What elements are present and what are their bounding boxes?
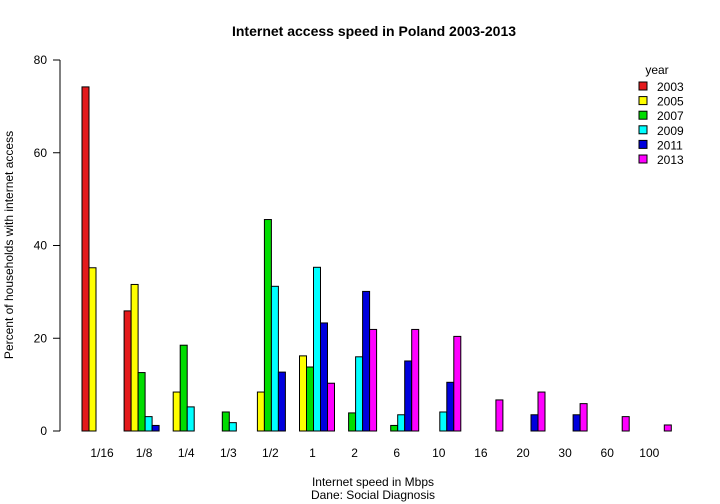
y-axis-label: Percent of households with internet acce… — [2, 131, 16, 359]
bar-2013-30 — [579, 403, 588, 432]
x-tick-label: 1 — [309, 446, 316, 460]
x-tick-label: 1/2 — [262, 446, 279, 460]
legend-label-2013: 2013 — [657, 153, 684, 167]
bar-2007-6 — [390, 424, 399, 432]
x-tick-label: 1/4 — [178, 446, 195, 460]
bar-2009-1-4 — [186, 406, 195, 432]
legend-label-2007: 2007 — [657, 109, 684, 123]
bar-2009-2 — [355, 356, 364, 432]
legend-swatch-2007 — [638, 110, 648, 120]
x-tick-labels: 1/16 1/8 1/4 1/3 1/2 1 2 6 10 16 20 30 60 100 — [90, 446, 659, 460]
legend-swatch-2009 — [638, 125, 648, 135]
bar-2011-1-8 — [151, 424, 160, 432]
bar-2011-20 — [530, 414, 539, 432]
y-tick-label: 0 — [40, 424, 47, 438]
x-tick-label: 60 — [601, 446, 615, 460]
x-tick-label: 2 — [351, 446, 358, 460]
bar-2009-1-3 — [228, 422, 237, 432]
bar-2011-10 — [446, 381, 455, 432]
y-tick-label: 40 — [34, 239, 48, 253]
bar-2013-1 — [327, 382, 335, 432]
bar-2003-1-8 — [123, 310, 132, 432]
bar-2013-2 — [369, 328, 378, 432]
chart-title: Internet access speed in Poland 2003-201… — [232, 23, 516, 39]
bar-2005-1 — [299, 355, 307, 432]
x-tick-label: 1/3 — [220, 446, 237, 460]
y-tick-label: 20 — [34, 331, 48, 345]
y-tick-label: 60 — [34, 146, 48, 160]
x-tick-label: 10 — [432, 446, 446, 460]
bar-2009-1 — [313, 266, 321, 432]
legend-swatch-2011 — [638, 139, 648, 149]
bar-2005-1-16 — [88, 267, 97, 432]
bar-2011-1 — [320, 322, 328, 432]
legend-label-2005: 2005 — [657, 95, 684, 109]
bar-2013-100 — [663, 424, 672, 432]
bar-2009-1-2 — [270, 285, 279, 432]
bar-2005-1-2 — [256, 391, 265, 432]
x-axis-label: Internet speed in Mbps — [312, 475, 434, 489]
legend-swatch-2013 — [638, 154, 648, 164]
bar-2007-1-4 — [179, 344, 188, 432]
legend-label-2003: 2003 — [657, 80, 684, 94]
bar-2013-60 — [621, 416, 630, 432]
bar-2011-1-2 — [277, 371, 286, 432]
legend-swatch-2005 — [638, 96, 648, 106]
x-tick-label: 100 — [639, 446, 659, 460]
x-tick-label: 6 — [393, 446, 400, 460]
bar-2011-6 — [404, 360, 413, 432]
bar-2009-1-8 — [144, 416, 153, 432]
bar-2013-10 — [453, 335, 462, 432]
x-tick-label: 30 — [558, 446, 572, 460]
bar-2003-1-16 — [81, 86, 90, 432]
bar-2007-1-8 — [137, 372, 146, 432]
bar-2011-2 — [362, 290, 371, 432]
bar-2013-6 — [411, 328, 420, 432]
bar-2007-1-2 — [263, 219, 272, 432]
x-tick-label: 1/8 — [136, 446, 153, 460]
bar-2009-6 — [397, 414, 406, 432]
bar-2007-1-3 — [221, 411, 230, 432]
chart-caption: Dane: Social Diagnosis — [311, 488, 435, 502]
bar-2005-1-8 — [130, 283, 139, 432]
bar-2013-16 — [495, 399, 504, 432]
x-tick-label: 20 — [516, 446, 530, 460]
legend-label-2009: 2009 — [657, 124, 684, 138]
bars — [81, 86, 672, 432]
bar-2007-1 — [306, 366, 314, 432]
x-tick-label: 16 — [474, 446, 488, 460]
bar-2013-20 — [537, 391, 546, 432]
y-axis: 0 20 40 60 80 — [34, 53, 61, 438]
bar-2011-30 — [572, 414, 581, 432]
y-tick-label: 80 — [34, 53, 48, 67]
legend-swatch-2003 — [638, 81, 648, 91]
bar-2007-2 — [348, 412, 357, 432]
bar-2005-1-4 — [172, 391, 181, 432]
bar-2009-10 — [439, 411, 448, 432]
x-tick-label: 1/16 — [90, 446, 114, 460]
legend-title: year — [645, 63, 668, 77]
legend-label-2011: 2011 — [657, 138, 683, 152]
